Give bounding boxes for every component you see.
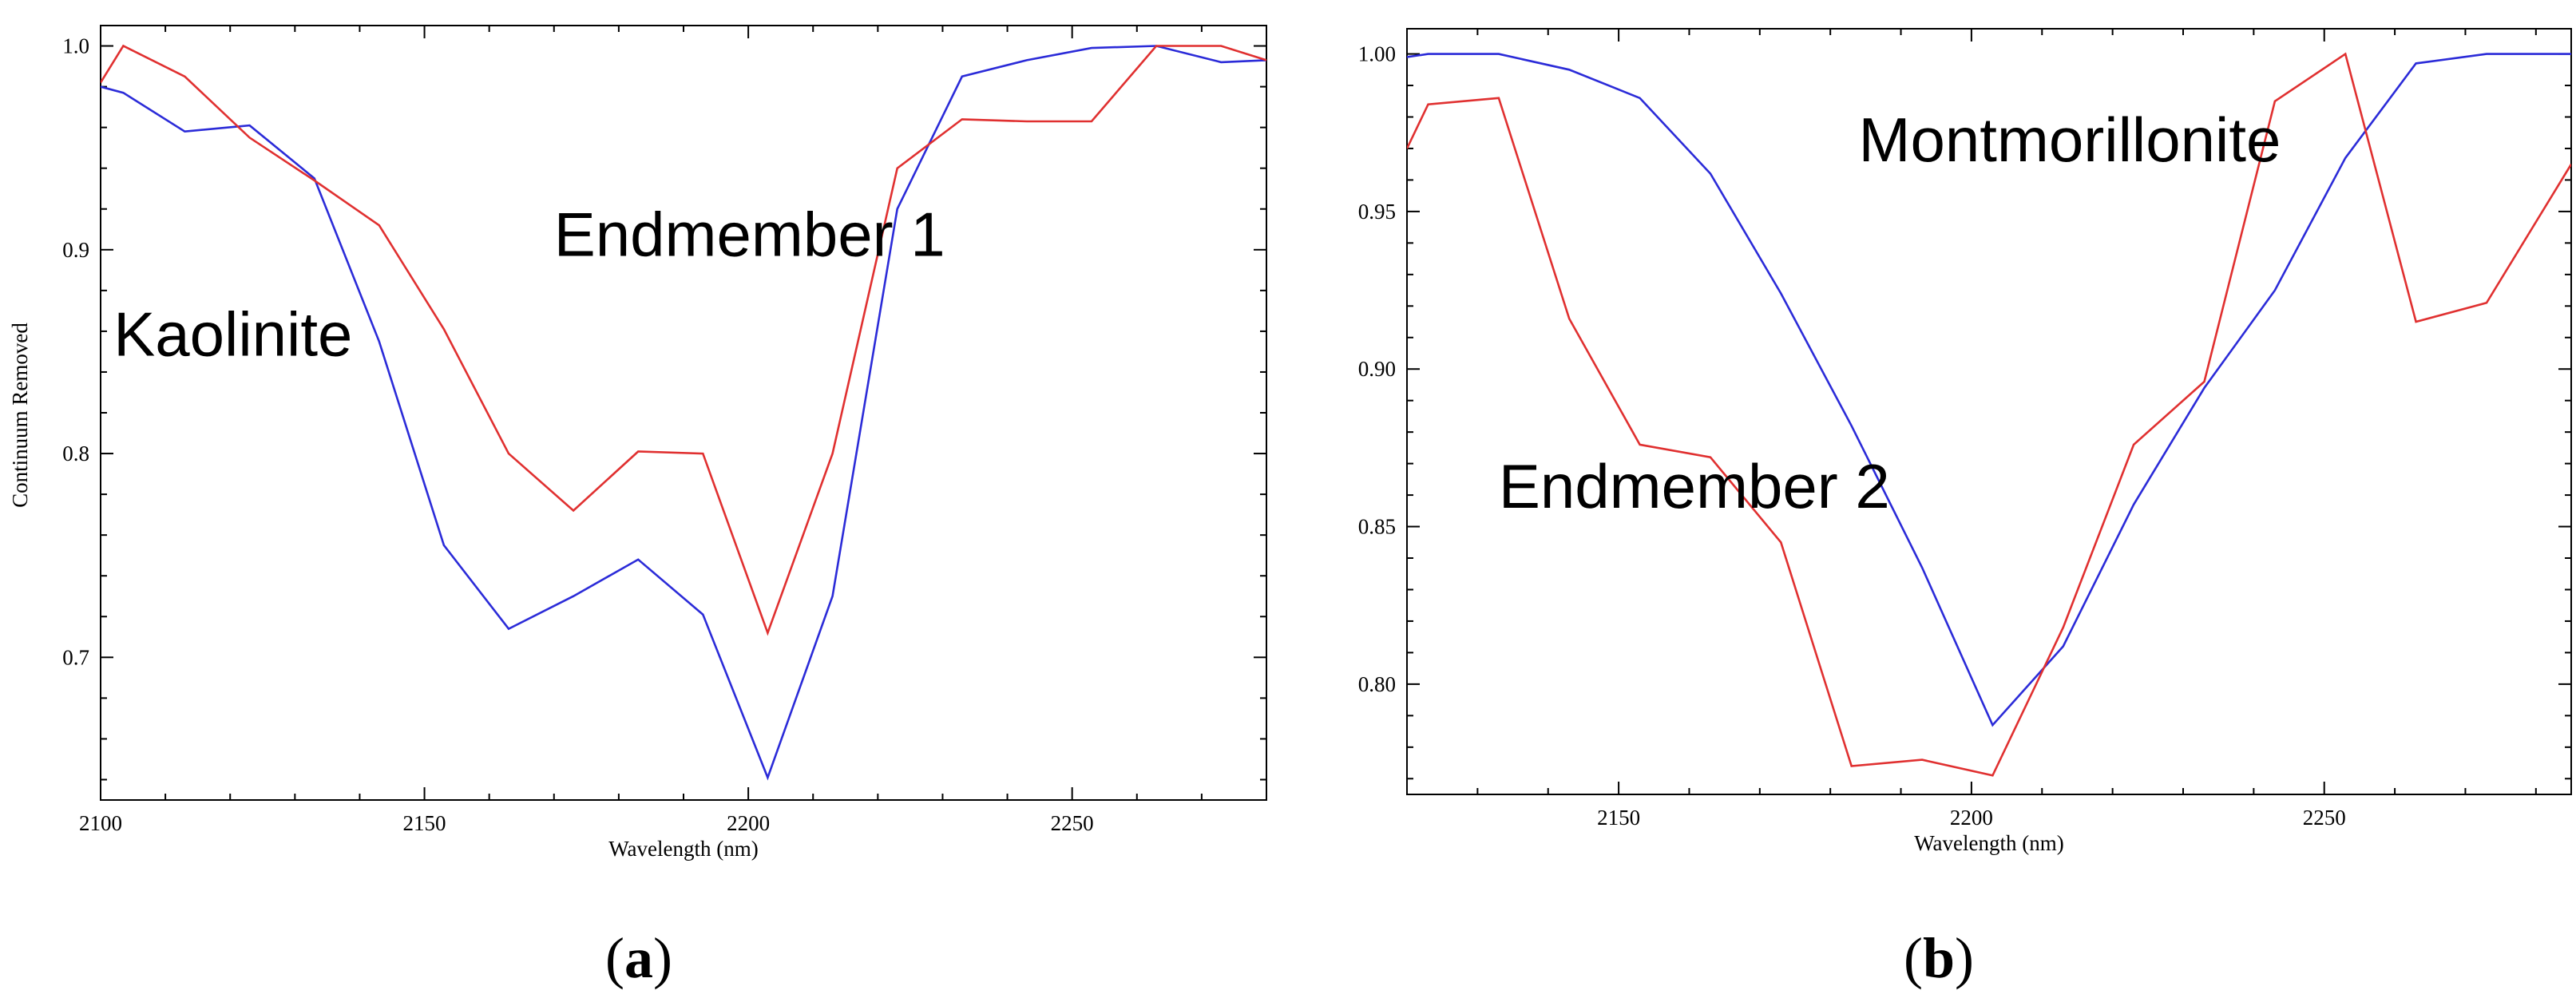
panel-b-annotation-endmember-2: Endmember 2 bbox=[1499, 451, 1890, 521]
panel-a-plot-frame bbox=[100, 25, 1267, 801]
panel-b-series-group bbox=[1407, 52, 2571, 777]
panel-a-series-line-kaolinite bbox=[101, 45, 1266, 781]
panel-a-x-tick-label: 2200 bbox=[727, 811, 770, 835]
panel-b-y-tick-label: 0.80 bbox=[1358, 672, 1396, 696]
panel-b-x-axis-label: Wavelength (nm) bbox=[1914, 831, 2064, 855]
panel-a-y-tick-label: 0.9 bbox=[62, 238, 89, 262]
panel-a-y-tick-label: 1.0 bbox=[62, 34, 89, 58]
panel-a-x-tick-label: 2100 bbox=[79, 811, 122, 835]
panel-b-y-tick-label: 0.95 bbox=[1358, 200, 1396, 224]
panel-b-series-line-montmorillonite bbox=[1407, 53, 2571, 727]
panel-a-x-tick-label: 2250 bbox=[1051, 811, 1094, 835]
panel-b-annotation-montmorillonite: Montmorillonite bbox=[1859, 105, 2281, 175]
panel-b-y-tick-label: 0.90 bbox=[1358, 357, 1396, 381]
panel-b-y-tick-label: 0.85 bbox=[1358, 515, 1396, 539]
panel-a-y-tick-label: 0.8 bbox=[62, 442, 89, 465]
panel-b-x-tick-label: 2150 bbox=[1597, 806, 1640, 830]
panel-a-series-line-endmember-1 bbox=[101, 44, 1266, 636]
panel-a-x-axis-label: Wavelength (nm) bbox=[608, 837, 759, 861]
panel-a-x-tick-label: 2150 bbox=[403, 811, 446, 835]
panel-b-x-tick-label: 2200 bbox=[1950, 806, 1993, 830]
panel-b-y-tick-label: 1.00 bbox=[1358, 42, 1396, 66]
panel-a-caption: (a) bbox=[605, 926, 672, 990]
panel-b-x-tick-label: 2250 bbox=[2303, 806, 2346, 830]
panel-b-plot-frame bbox=[1406, 28, 2572, 795]
panel-b-caption: (b) bbox=[1904, 926, 1974, 990]
panel-b-series-line-endmember-2 bbox=[1407, 52, 2571, 777]
panel-a-y-tick-label: 0.7 bbox=[62, 645, 89, 669]
panel-a-annotation-endmember-1: Endmember 1 bbox=[554, 199, 945, 269]
panel-a-y-axis-label: Continuum Removed bbox=[8, 323, 32, 508]
panel-a-annotation-kaolinite: Kaolinite bbox=[113, 299, 352, 370]
chart-panel-a: 2100 2150 2200 2250 0.7 0.8 0.9 1.0 Wavelength (… bbox=[8, 25, 1267, 990]
chart-panel-b: 2150 2200 2250 0.80 0.85 0.90 0.95 1.00 Waveleng… bbox=[1358, 28, 2572, 990]
panel-a-series-group bbox=[101, 44, 1266, 781]
